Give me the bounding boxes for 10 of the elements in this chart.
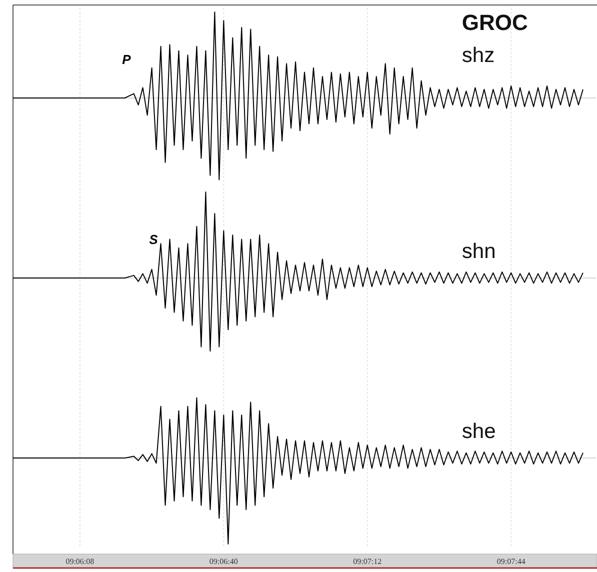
chart-title: GROC	[462, 10, 528, 35]
annotation: S	[149, 232, 158, 247]
x-tick-label: 09:06:08	[66, 557, 94, 566]
series-label: shz	[462, 44, 495, 67]
annotation: P	[122, 52, 132, 67]
x-tick-label: 09:07:12	[353, 557, 382, 566]
series-label: shn	[462, 240, 496, 263]
series-label: she	[462, 420, 496, 443]
x-tick-label: 09:07:44	[496, 557, 526, 566]
x-tick-label: 09:06:40	[209, 557, 238, 566]
